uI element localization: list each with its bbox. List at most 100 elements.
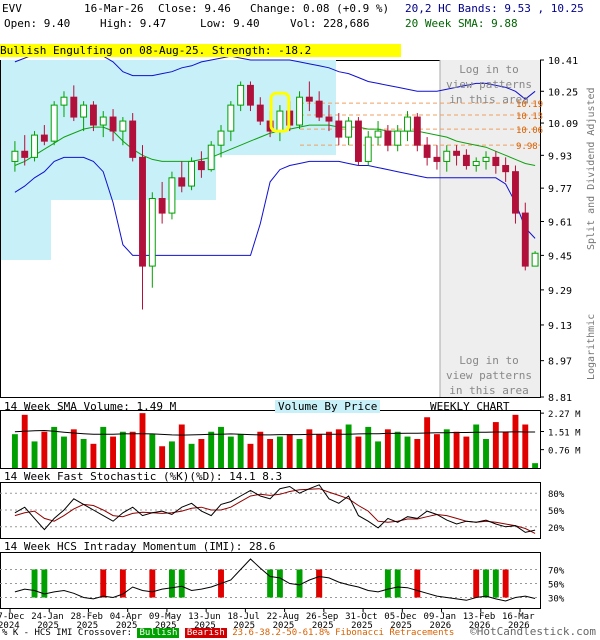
x-tick-label: 2025 xyxy=(76,621,98,631)
candle-body xyxy=(207,144,215,171)
imi-bull-crossover-bar xyxy=(31,569,38,598)
volume-bar xyxy=(443,429,450,468)
volume-tick-label: 2.27 M xyxy=(548,410,581,420)
x-tick-label: 2025 xyxy=(233,621,255,631)
price-tick-label: 9.93 xyxy=(548,151,572,162)
candle-body xyxy=(492,156,500,167)
volume-bar xyxy=(227,436,234,468)
candle-body xyxy=(482,156,490,162)
volume-tick-label: 0.76 M xyxy=(548,447,581,457)
x-tick-label: 2025 xyxy=(390,621,412,631)
candle-body xyxy=(109,116,117,132)
volume-bar xyxy=(384,429,391,468)
candle-body xyxy=(99,116,107,126)
candle-body xyxy=(531,252,539,267)
volume-bar xyxy=(326,431,332,468)
lower-band-line xyxy=(14,156,536,256)
open-label: Open: 9.40 xyxy=(4,17,71,30)
candle-body xyxy=(404,116,411,132)
volume-bar xyxy=(512,414,519,468)
imi-bear-crossover-bar xyxy=(149,569,156,598)
volume-by-price-bar xyxy=(1,220,51,240)
x-tick-label: 27-Dec xyxy=(0,612,25,622)
x-tick-label: 2025 xyxy=(155,621,177,631)
x-tick-label: 31-Oct xyxy=(345,612,378,622)
volume-bar xyxy=(61,436,67,468)
candle-body xyxy=(384,130,392,146)
volume-bar xyxy=(267,439,274,468)
candle-body xyxy=(413,116,421,146)
x-tick-label: 2026 xyxy=(430,621,452,631)
volume-bar xyxy=(149,434,156,468)
volume-bar xyxy=(365,426,372,468)
fib-level-label: 9.98 xyxy=(516,142,538,152)
x-tick-label: 04-Apr xyxy=(110,612,143,622)
candle-body xyxy=(188,160,196,187)
candle-body xyxy=(89,104,97,126)
volume-bar xyxy=(188,443,195,468)
volume-bar xyxy=(522,424,529,468)
volume-bar xyxy=(276,436,283,468)
legend-fib: 23.6-38.2-50-61.8% Fibonacci Retracement… xyxy=(232,628,455,638)
volume-bar xyxy=(70,429,77,468)
x-tick-label: 2025 xyxy=(312,621,334,631)
candle-body xyxy=(512,171,519,214)
imi-bull-crossover-bar xyxy=(492,569,499,598)
login-promo-bottom[interactable]: Log in to view patterns in this area xyxy=(445,354,533,397)
candle-body xyxy=(354,120,362,162)
volume-bar xyxy=(345,424,352,468)
login-promo-top[interactable]: Log in to view patterns in this area xyxy=(445,63,533,106)
x-tick-label: 2025 xyxy=(351,621,373,631)
imi-bear-crossover-bar xyxy=(100,569,107,598)
x-tick-label: 13-Jun xyxy=(188,612,221,622)
price-tick-label: 9.29 xyxy=(548,286,572,297)
volume-bar xyxy=(178,424,185,468)
volume-bar xyxy=(257,431,264,468)
x-tick-label: 05-Dec xyxy=(384,612,417,622)
volume-bar xyxy=(247,443,254,468)
x-tick-label: 24-Jan xyxy=(31,612,64,622)
candle-body xyxy=(139,156,146,267)
volume-bar xyxy=(502,431,509,468)
candle-body xyxy=(227,104,235,132)
volume-bar xyxy=(237,434,244,468)
volume-bar xyxy=(394,431,401,468)
candle-body xyxy=(423,144,431,158)
volume-bar xyxy=(51,426,58,468)
imi-line xyxy=(14,558,536,602)
watermark[interactable]: ©HotCandlestick.com xyxy=(470,625,596,638)
price-tick-label: 8.81 xyxy=(548,393,572,404)
volume-bar xyxy=(110,436,116,468)
imi-bull-crossover-bar xyxy=(394,569,401,598)
x-tick-label: 22-Aug xyxy=(267,612,300,622)
volume-bar xyxy=(492,422,499,468)
candle-body xyxy=(521,212,529,267)
price-tick-label: 10.41 xyxy=(548,56,578,67)
imi-bull-crossover-bar xyxy=(296,569,303,598)
stoch-tick-label: 20% xyxy=(548,524,565,534)
volume-bar xyxy=(41,431,48,468)
candle-body xyxy=(40,134,48,142)
candle-body xyxy=(256,104,264,122)
imi-bear-crossover-bar xyxy=(119,569,126,598)
volume-bar xyxy=(129,431,136,468)
legend-bearish: Bearish xyxy=(184,628,227,638)
volume-bar xyxy=(169,441,175,468)
stoch-d-line xyxy=(14,488,536,534)
volume-by-price-bar xyxy=(1,240,51,260)
imi-tick-label: 70% xyxy=(548,567,565,577)
price-tick-label: 9.77 xyxy=(548,184,572,195)
candle-body xyxy=(197,160,205,171)
volume-bar xyxy=(473,424,480,468)
date-label: 16-Mar-26 xyxy=(84,2,144,15)
candle-body xyxy=(276,110,284,132)
volume-bar xyxy=(100,426,107,468)
candle-body xyxy=(237,84,245,106)
price-tick-label: 9.13 xyxy=(548,321,572,332)
volume-panel-frame xyxy=(0,410,541,469)
x-tick-label: 2026 xyxy=(508,621,530,631)
candle-body xyxy=(315,100,323,118)
side-label-adjusted: Split and Dividend Adjusted xyxy=(586,87,597,250)
x-tick-label: 2025 xyxy=(273,621,295,631)
candle-body xyxy=(119,120,127,132)
